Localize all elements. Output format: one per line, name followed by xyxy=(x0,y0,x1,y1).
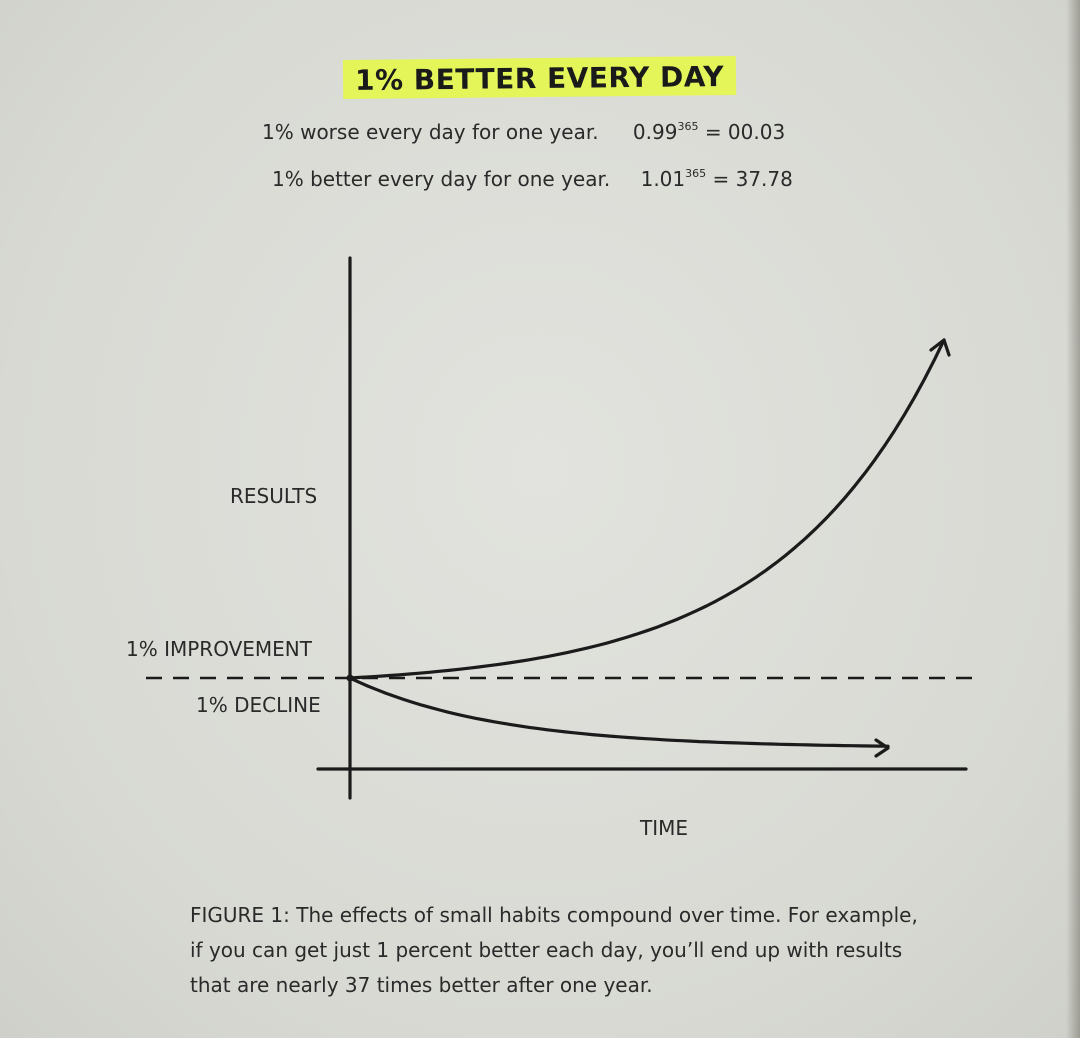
equation-better-result: = 37.78 xyxy=(712,167,793,191)
improvement-arrowhead xyxy=(929,338,951,357)
equation-better-math: 1.01365 = 37.78 xyxy=(641,167,793,191)
decline-label: 1% DECLINE xyxy=(196,693,321,717)
equation-better-text: 1% better every day for one year. xyxy=(272,167,611,191)
equation-better: 1% better every day for one year. 1.0136… xyxy=(272,167,793,191)
equation-worse-math: 0.99365 = 00.03 xyxy=(633,120,785,144)
equation-worse: 1% worse every day for one year. 0.99365… xyxy=(262,120,785,144)
figure-caption: FIGURE 1: The effects of small habits co… xyxy=(190,903,918,997)
page-edge-shadow xyxy=(1066,0,1080,1038)
equation-better-exponent: 365 xyxy=(685,167,707,180)
equation-worse-exponent: 365 xyxy=(677,120,699,133)
decline-curve xyxy=(348,676,890,748)
equation-better-base: 1.01 xyxy=(640,167,686,191)
equation-worse-base: 0.99 xyxy=(632,120,678,144)
decline-arrowhead xyxy=(874,738,890,758)
equation-worse-text: 1% worse every day for one year. xyxy=(262,120,599,144)
y-axis-title: RESULTS xyxy=(230,484,318,508)
x-axis-title: TIME xyxy=(640,816,689,840)
improvement-label: 1% IMPROVEMENT xyxy=(126,637,312,661)
origin-point xyxy=(346,674,354,682)
equation-worse-result: = 00.03 xyxy=(704,120,786,144)
improvement-curve xyxy=(348,338,946,680)
